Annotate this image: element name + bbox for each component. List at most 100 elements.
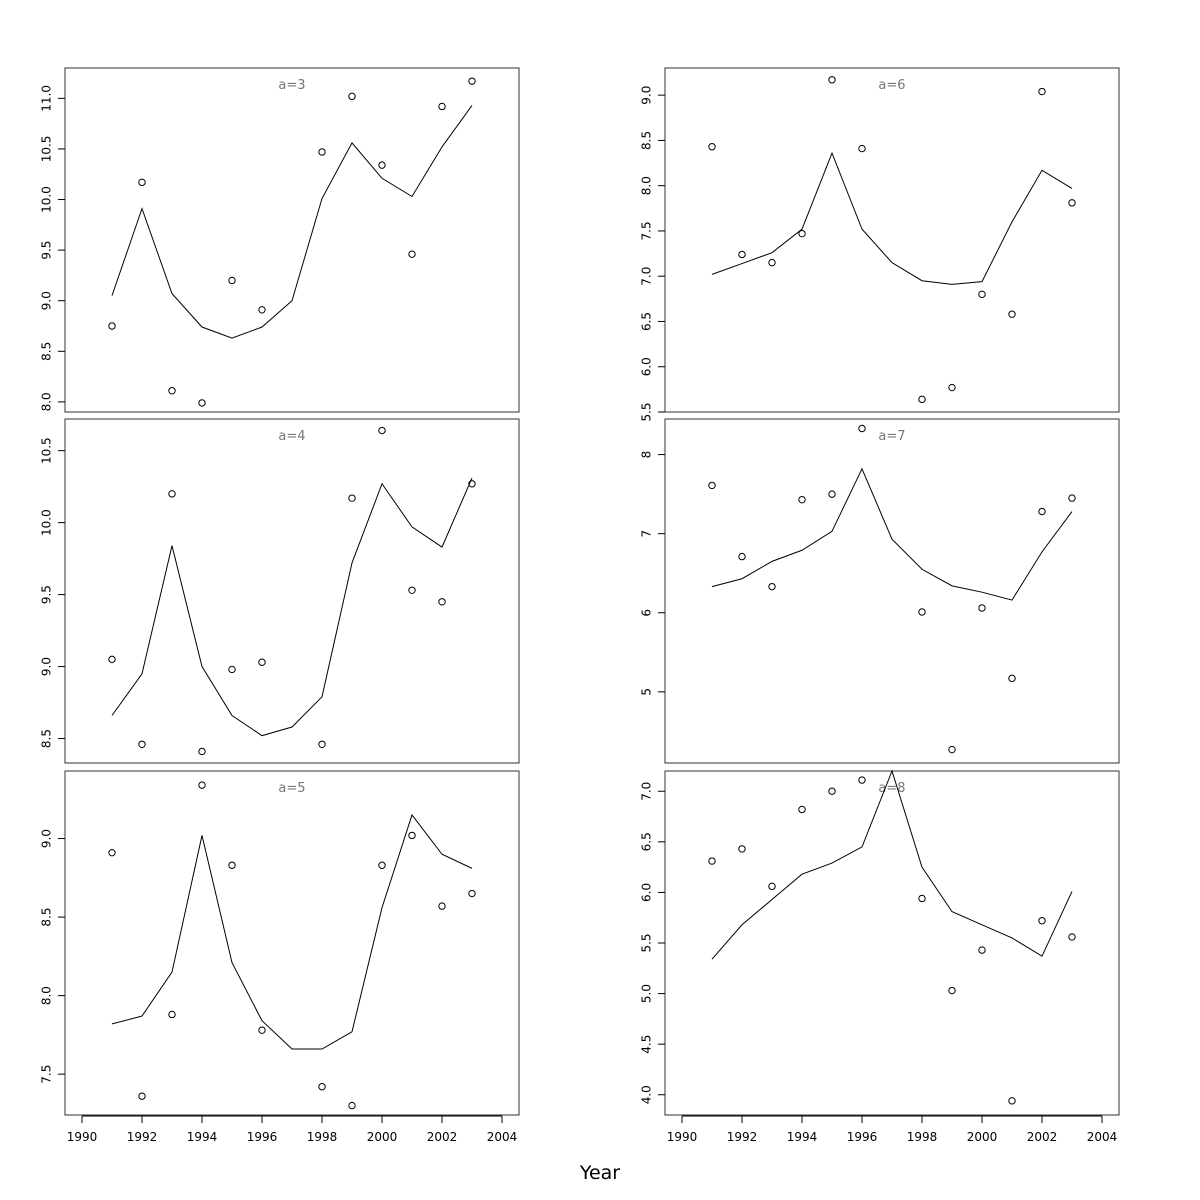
observed-point bbox=[108, 322, 116, 330]
y-tick-label: 8.5 bbox=[40, 729, 54, 748]
observed-point bbox=[108, 655, 116, 664]
fit-line bbox=[111, 105, 473, 339]
panel-title: a=5 bbox=[278, 781, 305, 796]
y-tick-label: 6 bbox=[640, 609, 654, 617]
y-tick-label: 6.0 bbox=[640, 357, 654, 376]
x-tick-label: 1992 bbox=[727, 1130, 758, 1144]
x-tick-label: 1998 bbox=[907, 1130, 938, 1144]
observed-point bbox=[798, 805, 806, 814]
observed-point bbox=[348, 1101, 356, 1110]
observed-point bbox=[708, 857, 716, 865]
observed-point bbox=[1038, 507, 1046, 516]
observed-point bbox=[378, 861, 386, 869]
x-tick-label: 2002 bbox=[1027, 1130, 1058, 1144]
observed-point bbox=[738, 845, 746, 853]
observed-point bbox=[798, 495, 806, 504]
observed-point bbox=[228, 861, 236, 869]
observed-point bbox=[708, 143, 716, 151]
y-tick-label: 8.5 bbox=[40, 342, 54, 361]
y-tick-label: 8.0 bbox=[40, 986, 54, 1005]
observed-point bbox=[228, 276, 236, 285]
y-tick-label: 8 bbox=[640, 451, 654, 459]
y-tick-label: 8.0 bbox=[640, 176, 654, 195]
y-tick-label: 9.0 bbox=[40, 657, 54, 676]
fit-line bbox=[711, 467, 1073, 601]
x-tick-label: 1996 bbox=[247, 1130, 278, 1144]
x-tick-label: 2002 bbox=[427, 1130, 458, 1144]
y-tick-label: 11.0 bbox=[40, 85, 54, 112]
observed-point bbox=[138, 1092, 146, 1100]
observed-point bbox=[1008, 1097, 1016, 1105]
fit-line bbox=[711, 151, 1073, 285]
observed-point bbox=[138, 178, 146, 187]
observed-point bbox=[408, 831, 416, 840]
fit-line bbox=[111, 477, 473, 737]
observed-point bbox=[198, 781, 206, 789]
observed-point bbox=[978, 290, 986, 299]
fit-line bbox=[111, 813, 473, 1050]
plot-frame bbox=[664, 67, 1120, 413]
y-tick-label: 7.0 bbox=[640, 267, 654, 286]
y-tick-label: 4.5 bbox=[640, 1035, 654, 1054]
observed-point bbox=[438, 102, 446, 111]
observed-point bbox=[348, 92, 356, 101]
observed-point bbox=[168, 387, 176, 395]
x-tick-label: 1992 bbox=[127, 1130, 158, 1144]
plot-frame bbox=[64, 770, 520, 1116]
panel-title: a=6 bbox=[878, 78, 905, 93]
x-tick-label: 1996 bbox=[847, 1130, 878, 1144]
y-tick-label: 10.0 bbox=[40, 186, 54, 213]
panel-title: a=4 bbox=[278, 429, 305, 444]
x-tick-label: 1990 bbox=[667, 1130, 698, 1144]
observed-point bbox=[1068, 933, 1076, 941]
observed-point bbox=[768, 258, 776, 267]
y-tick-label: 4.0 bbox=[640, 1085, 654, 1104]
observed-point bbox=[1008, 674, 1016, 683]
y-tick-label: 8.5 bbox=[640, 131, 654, 150]
x-tick-label: 1998 bbox=[307, 1130, 338, 1144]
observed-point bbox=[948, 745, 956, 754]
observed-point bbox=[1038, 917, 1046, 925]
y-tick-label: 6.5 bbox=[640, 832, 654, 851]
observed-point bbox=[738, 552, 746, 561]
x-tick-label: 2000 bbox=[967, 1130, 998, 1144]
observed-point bbox=[408, 250, 416, 258]
y-tick-label: 6.0 bbox=[640, 883, 654, 902]
observed-point bbox=[138, 740, 146, 748]
observed-point bbox=[408, 586, 416, 594]
observed-point bbox=[198, 747, 206, 756]
x-axis-title: Year bbox=[579, 1162, 620, 1184]
observed-point bbox=[168, 490, 176, 498]
observed-point bbox=[318, 1083, 326, 1091]
panel-2: a=6 5.5 6.0 6.5 7.0 7.5 8.0 8.5 9.0 bbox=[640, 67, 1120, 422]
observed-point bbox=[318, 148, 326, 156]
observed-point bbox=[918, 608, 926, 616]
observed-point bbox=[918, 894, 926, 903]
y-tick-label: 8.5 bbox=[40, 908, 54, 927]
observed-point bbox=[858, 424, 866, 433]
observed-point bbox=[258, 306, 266, 314]
y-tick-label: 5.5 bbox=[640, 933, 654, 952]
observed-point bbox=[828, 76, 836, 84]
observed-point bbox=[828, 787, 836, 795]
y-tick-label: 9.0 bbox=[640, 86, 654, 105]
observed-point bbox=[768, 582, 776, 591]
plot-frame bbox=[664, 418, 1120, 764]
y-tick-label: 9.0 bbox=[40, 291, 54, 310]
observed-point bbox=[348, 494, 356, 502]
observed-point bbox=[858, 144, 866, 153]
observed-point bbox=[168, 1010, 176, 1019]
observed-point bbox=[318, 740, 326, 748]
plot-frame bbox=[64, 67, 520, 413]
observed-point bbox=[228, 665, 236, 674]
y-tick-label: 10.5 bbox=[40, 136, 54, 163]
y-tick-label: 7.5 bbox=[640, 221, 654, 240]
panel-5: a=5 7.5 8.0 8.5 9.0 1990 1992 1994 1996 1998 2000 2… bbox=[40, 770, 520, 1144]
observed-point bbox=[468, 889, 476, 898]
x-tick-label: 2004 bbox=[487, 1130, 518, 1144]
y-tick-label: 8.0 bbox=[40, 392, 54, 411]
observed-point bbox=[198, 399, 206, 407]
observed-point bbox=[438, 598, 446, 606]
